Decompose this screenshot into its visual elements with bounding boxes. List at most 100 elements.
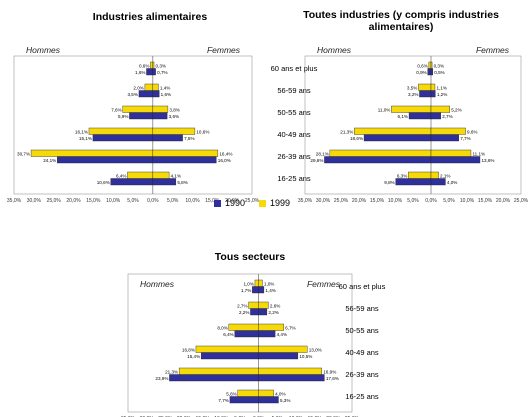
chart1-men-value: 1,6% <box>135 70 145 75</box>
chart2-men-value: 9,8% <box>384 180 394 185</box>
chart3-men-value: 2,7% <box>237 303 247 308</box>
chart2-bar-men-1999 <box>391 105 432 113</box>
chart2-x-tick: 35,0% <box>298 198 313 204</box>
chart1-women-value: 1,6% <box>161 92 171 97</box>
chart3-men-value: 16,8% <box>182 347 195 352</box>
chart1-x-tick: 20,0% <box>66 198 81 204</box>
chart3-bar-women-1990 <box>258 396 279 404</box>
chart1-bar-men-1999 <box>144 83 154 91</box>
chart1-x-tick: 10,0% <box>106 198 121 204</box>
chart3-men-value: 1,7% <box>241 288 251 293</box>
chart1-men-value: 3,5% <box>127 92 137 97</box>
chart2-bar-women-1990 <box>430 178 446 186</box>
chart1-x-tick: 25,0% <box>47 198 62 204</box>
chart2-left-label: Hommes <box>317 45 352 55</box>
chart2-title: Toutes industries (y compris industries … <box>303 9 499 33</box>
chart3-women-value: 17,6% <box>326 376 339 381</box>
chart2-men-value: 6,3% <box>397 173 407 178</box>
chart1-men-value: 30,7% <box>17 151 30 156</box>
chart3-bar-men-1999 <box>228 323 259 331</box>
chart1-bar-men-1990 <box>110 178 154 186</box>
chart2-men-value: 21,3% <box>340 129 353 134</box>
chart1-bar-men-1990 <box>57 156 154 164</box>
chart2-women-value: 0,5% <box>434 70 444 75</box>
chart3-bar-men-1999 <box>178 367 259 375</box>
chart1-women-value: 0,3% <box>156 63 166 68</box>
chart1-left-label: Hommes <box>26 45 61 55</box>
chart3-bar-men-1999 <box>248 301 259 309</box>
chart2-bar-men-1990 <box>419 90 432 98</box>
chart2-x-tick: 5,0% <box>443 198 455 204</box>
chart1-bar-men-1999 <box>150 61 154 69</box>
chart2-bar-men-1999 <box>354 127 432 135</box>
chart3-men-value: 6,4% <box>223 332 233 337</box>
chart1-women-value: 7,5% <box>184 136 194 141</box>
chart1-bar-men-1990 <box>146 68 154 76</box>
chart3-bar-men-1990 <box>250 308 259 316</box>
chart1-age-label: 26-39 ans <box>277 152 311 161</box>
chart3-bar-women-1999 <box>258 389 274 397</box>
chart1-men-value: 0,6% <box>139 63 149 68</box>
chart2-bar-women-1999 <box>430 127 466 135</box>
chart1-age-label: 16-25 ans <box>277 174 311 183</box>
chart1-bar-men-1990 <box>138 90 154 98</box>
chart1-x-tick: 15,0% <box>86 198 101 204</box>
legend-label-1999: 1999 <box>270 198 291 208</box>
chart3-age-label: 56-59 ans <box>345 304 379 313</box>
chart3-women-value: 5,3% <box>280 398 290 403</box>
chart2-men-value: 28,1% <box>316 151 329 156</box>
chart1-bar-women-1999 <box>152 83 159 91</box>
chart3-bar-women-1999 <box>258 323 284 331</box>
chart1-bar-men-1999 <box>88 127 154 135</box>
chart3-men-value: 23,9% <box>155 376 168 381</box>
chart1-x-tick: 35,0% <box>7 198 22 204</box>
chart2-men-value: 18,6% <box>350 136 363 141</box>
chart3-men-value: 2,2% <box>239 310 249 315</box>
chart2-bar-men-1990 <box>395 178 432 186</box>
chart3-men-value: 1,0% <box>243 281 253 286</box>
chart1-men-value: 10,6% <box>97 180 110 185</box>
chart1-x-tick: 10,0% <box>185 198 200 204</box>
chart2-women-value: 4,0% <box>447 180 457 185</box>
chart3-women-value: 4,4% <box>277 332 287 337</box>
chart1-x-tick: 0,0% <box>147 198 159 204</box>
chart3-bar-men-1990 <box>200 352 259 360</box>
chart3-bar-women-1999 <box>258 345 308 353</box>
chart2-women-value: 11,1% <box>472 151 485 156</box>
chart1-men-value: 5,9% <box>118 114 128 119</box>
chart2-women-value: 7,7% <box>460 136 470 141</box>
chart2-bar-men-1999 <box>408 171 432 179</box>
chart1-right-label: Femmes <box>207 45 241 55</box>
chart1-bar-women-1990 <box>152 90 160 98</box>
chart1-women-value: 16,4% <box>219 151 232 156</box>
chart1-x-tick: 20,0% <box>225 198 240 204</box>
chart1-bar-women-1999 <box>152 127 196 135</box>
chart1-bar-women-1999 <box>152 105 169 113</box>
chart3-bar-men-1999 <box>237 389 259 397</box>
chart1-women-value: 3,6% <box>169 114 179 119</box>
chart2-x-tick: 30,0% <box>316 198 331 204</box>
chart3-age-label: 40-49 ans <box>345 348 379 357</box>
chart1-bar-women-1999 <box>152 149 219 157</box>
chart1-age-label: 50-55 ans <box>277 108 311 117</box>
chart2-x-tick: 20,0% <box>352 198 367 204</box>
chart3-age-label: 50-55 ans <box>345 326 379 335</box>
chart3-women-value: 10,5% <box>299 354 312 359</box>
chart3-frame <box>127 273 353 413</box>
chart1-bar-women-1999 <box>152 61 155 69</box>
chart3-bar-men-1990 <box>169 374 259 382</box>
chart3-men-value: 8,0% <box>217 325 227 330</box>
chart2-bar-women-1999 <box>430 149 472 157</box>
chart1-bar-women-1990 <box>152 156 217 164</box>
chart3-right-label: Femmes <box>307 279 341 289</box>
chart2-men-value: 3,5% <box>407 85 417 90</box>
chart1-men-value: 7,6% <box>111 107 121 112</box>
chart3-bar-men-1990 <box>229 396 259 404</box>
chart2-bar-men-1990 <box>363 134 432 142</box>
chart3-men-value: 7,7% <box>218 398 228 403</box>
chart3-age-label: 26-39 ans <box>345 370 379 379</box>
chart1-bar-women-1990 <box>152 112 168 120</box>
chart1-bar-women-1990 <box>152 68 156 76</box>
chart1-men-value: 24,1% <box>43 158 56 163</box>
